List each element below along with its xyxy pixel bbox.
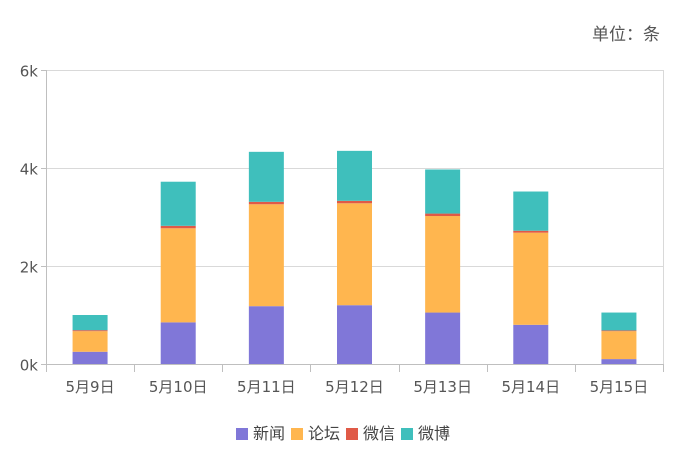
x-tick-label: 5月13日 xyxy=(413,378,472,396)
bar-segment xyxy=(513,232,549,325)
y-tick-label: 4k xyxy=(20,161,39,179)
bar-segment xyxy=(425,216,461,313)
x-tick-label: 5月14日 xyxy=(501,378,560,396)
bar-segment xyxy=(72,351,108,364)
x-tick-label: 5月15日 xyxy=(590,378,649,396)
x-tick-label: 5月9日 xyxy=(66,378,115,396)
bar-segment xyxy=(248,306,284,364)
bar-segment xyxy=(160,181,196,226)
bar-segment xyxy=(160,228,196,323)
legend-label: 论坛 xyxy=(307,424,340,443)
x-tick-label: 5月12日 xyxy=(325,378,384,396)
legend-swatch xyxy=(401,428,414,440)
bar-segment xyxy=(425,312,461,364)
bar-segment xyxy=(160,225,196,229)
unit-label: 单位：条 xyxy=(592,25,660,45)
bar-segment xyxy=(248,201,284,205)
x-tick-label: 5月10日 xyxy=(149,378,208,396)
bar-segment xyxy=(72,315,108,331)
legend-item: 微信 xyxy=(346,420,395,444)
bar-segment xyxy=(601,359,637,364)
legend: 新闻 论坛 微信 微博 xyxy=(0,420,686,444)
legend-swatch xyxy=(235,428,248,440)
y-tick-label: 0k xyxy=(20,357,39,375)
legend-label: 微博 xyxy=(418,424,451,443)
legend-item: 微博 xyxy=(401,420,450,444)
bar-segment xyxy=(513,324,549,364)
bar-segment xyxy=(425,213,461,217)
bar-segment xyxy=(72,331,108,352)
legend-swatch xyxy=(290,428,303,440)
y-tick-label: 6k xyxy=(20,63,39,81)
bar-segment xyxy=(425,169,461,214)
bars xyxy=(72,150,637,364)
bar-segment xyxy=(601,312,637,331)
bar-segment xyxy=(337,200,372,204)
bar-segment xyxy=(601,331,637,360)
bar-segment xyxy=(601,330,637,332)
axes xyxy=(41,70,664,372)
bar-segment xyxy=(513,191,549,231)
y-tick-label: 2k xyxy=(20,259,39,277)
legend-swatch xyxy=(346,428,358,440)
legend-item: 新闻 xyxy=(235,420,285,444)
bar-segment xyxy=(513,230,549,233)
legend-item: 论坛 xyxy=(290,420,340,444)
bar-segment xyxy=(337,305,372,364)
legend-label: 新闻 xyxy=(252,424,285,443)
legend-label: 微信 xyxy=(363,424,396,443)
bar-segment xyxy=(337,203,372,306)
bar-segment xyxy=(160,322,196,364)
bar-segment xyxy=(248,151,284,202)
bar-segment xyxy=(337,150,372,201)
tick-labels: 0k 2k 4k 6k 5月9日 5月10日 5月11日 5月12日 5月13日 5月14日 5月1… xyxy=(20,63,648,397)
x-tick-label: 5月11日 xyxy=(237,378,296,396)
bar-segment xyxy=(248,204,284,307)
bar-segment xyxy=(72,330,108,332)
